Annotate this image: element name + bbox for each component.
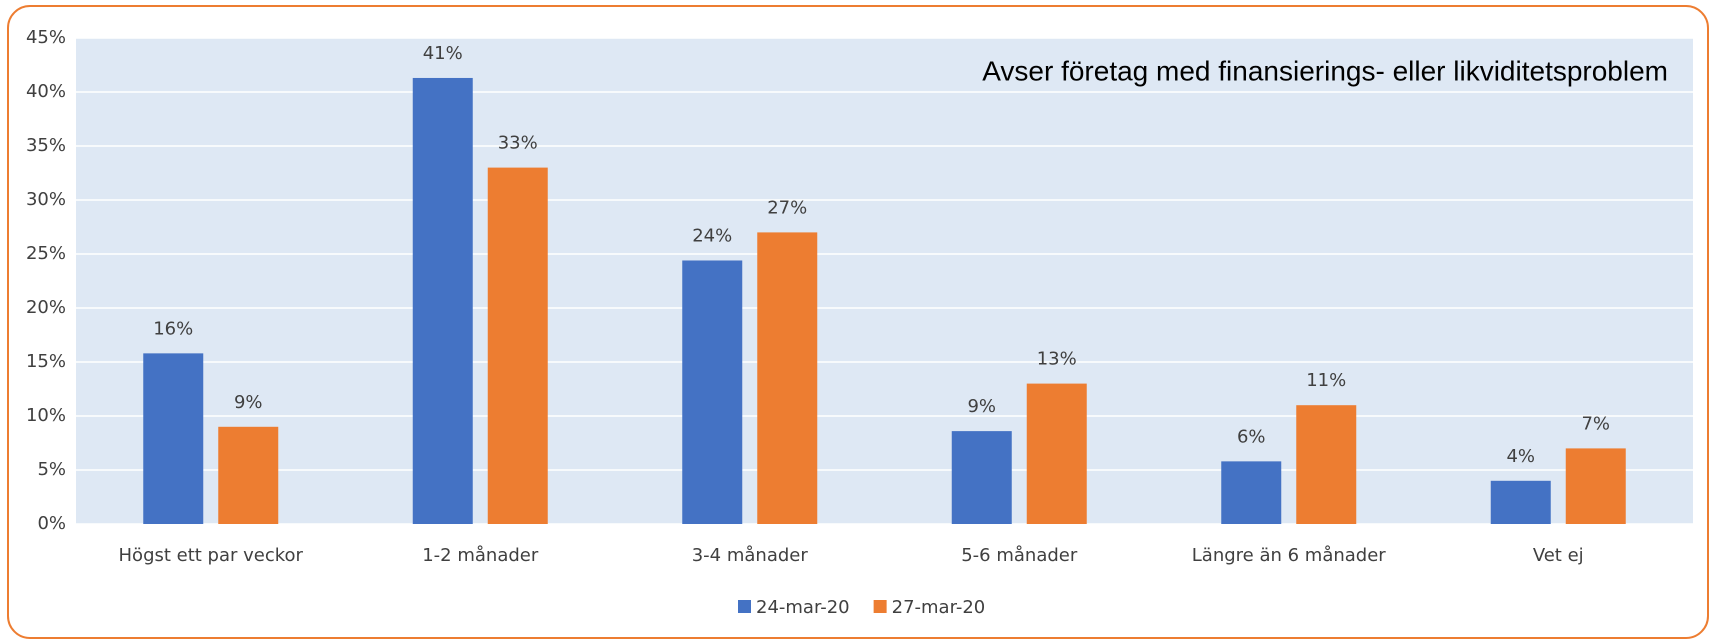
data-label: 7% <box>1581 413 1610 434</box>
x-tick-label: 1-2 månader <box>422 545 539 566</box>
bar <box>1296 405 1357 524</box>
legend-label: 27-mar-20 <box>892 597 986 618</box>
data-label: 9% <box>234 392 263 413</box>
y-tick-label: 5% <box>37 459 66 480</box>
y-tick-label: 10% <box>26 405 66 426</box>
data-label: 6% <box>1237 426 1266 447</box>
legend-swatch <box>873 600 887 613</box>
bar <box>682 260 743 524</box>
data-label: 24% <box>692 225 732 246</box>
y-tick-label: 40% <box>26 81 66 102</box>
bar <box>218 426 279 524</box>
data-label: 33% <box>498 133 538 154</box>
legend-label: 24-mar-20 <box>756 597 850 618</box>
y-tick-label: 30% <box>26 189 66 210</box>
bar <box>412 77 473 525</box>
bar <box>951 431 1012 524</box>
legend-swatch <box>738 600 751 613</box>
bar <box>757 232 818 524</box>
bar <box>487 167 548 524</box>
y-tick-label: 45% <box>26 27 66 48</box>
data-label: 13% <box>1037 349 1077 370</box>
data-label: 4% <box>1506 446 1535 467</box>
data-label: 27% <box>767 197 807 218</box>
x-tick-label: Längre än 6 månader <box>1192 545 1387 566</box>
y-tick-label: 25% <box>26 243 66 264</box>
plot-area <box>76 38 1693 524</box>
annotation: Avser företag med finansierings- eller l… <box>982 55 1668 86</box>
y-tick-label: 35% <box>26 135 66 156</box>
y-tick-label: 0% <box>37 513 66 534</box>
data-label: 9% <box>967 396 996 417</box>
x-tick-label: 3-4 månader <box>692 545 809 566</box>
data-label: 41% <box>423 43 463 64</box>
x-tick-label: Högst ett par veckor <box>119 545 304 566</box>
y-tick-label: 15% <box>26 351 66 372</box>
bar <box>1221 461 1282 524</box>
data-label: 16% <box>153 318 193 339</box>
x-tick-label: 5-6 månader <box>961 545 1078 566</box>
bar <box>1490 480 1551 524</box>
x-tick-label: Vet ej <box>1533 545 1584 566</box>
bar <box>1026 383 1087 524</box>
y-tick-label: 20% <box>26 297 66 318</box>
bar <box>1565 448 1626 524</box>
data-label: 11% <box>1306 370 1346 391</box>
bar <box>143 353 204 524</box>
